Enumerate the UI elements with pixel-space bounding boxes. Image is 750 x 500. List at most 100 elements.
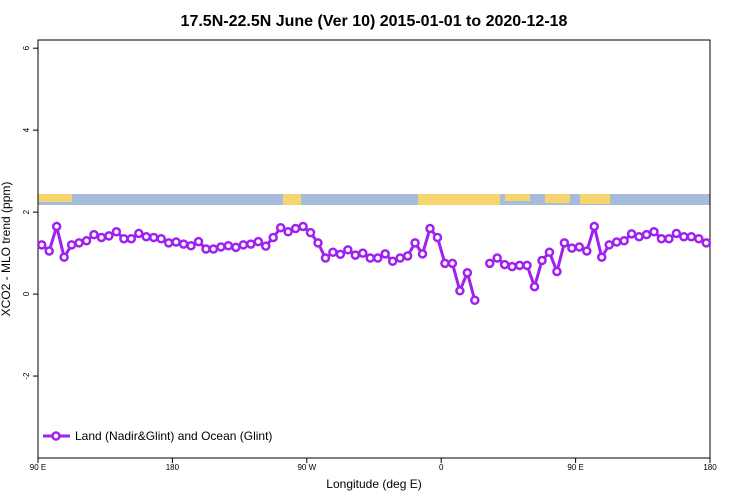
data-point <box>604 240 614 250</box>
plot-frame <box>37 39 711 459</box>
data-point <box>74 238 84 248</box>
data-point <box>559 238 570 248</box>
data-point <box>186 240 196 251</box>
data-point <box>552 266 562 277</box>
x-tick-label: 90 E <box>30 463 46 472</box>
data-point <box>387 256 398 267</box>
data-point <box>156 234 166 244</box>
data-point <box>544 247 555 258</box>
land-ocean-map <box>38 194 710 205</box>
legend-label: Land (Nadir&Glint) and Ocean (Glint) <box>75 429 272 443</box>
data-point <box>507 261 517 272</box>
data-point <box>126 234 137 244</box>
data-point <box>104 231 114 241</box>
data-point <box>275 222 286 233</box>
x-tick-label: 90 W <box>297 463 316 472</box>
data-point <box>492 253 502 263</box>
data-point <box>89 229 99 240</box>
x-tick-label: 180 <box>703 463 717 472</box>
data-point <box>216 242 226 252</box>
data-point <box>44 246 54 256</box>
data-point <box>694 234 704 244</box>
y-tick-label: -2 <box>22 372 31 380</box>
data-point <box>686 231 697 242</box>
data-point <box>522 260 532 271</box>
data-point <box>201 244 211 254</box>
data-point <box>365 253 376 263</box>
x-axis-label: Longitude (deg E) <box>326 477 421 491</box>
data-point <box>36 240 47 250</box>
data-point <box>484 258 495 269</box>
data-point <box>163 238 174 248</box>
data-point <box>343 245 353 255</box>
data-point <box>51 221 62 232</box>
data-point <box>111 227 122 237</box>
x-tick-label: 180 <box>166 463 180 472</box>
data-point <box>380 249 390 259</box>
data-point <box>410 238 420 248</box>
data-point <box>96 232 107 243</box>
data-point <box>141 231 152 242</box>
data-point <box>470 295 480 305</box>
data-point <box>298 221 308 232</box>
y-tick-label: 0 <box>22 291 31 296</box>
data-point <box>178 239 189 249</box>
data-point <box>455 286 465 296</box>
y-tick-label: 2 <box>22 209 31 214</box>
data-point <box>231 242 241 253</box>
data-point <box>514 260 525 271</box>
data-point <box>649 227 659 237</box>
data-point <box>634 231 644 242</box>
data-point <box>499 259 510 270</box>
data-point <box>350 250 361 260</box>
data-point <box>701 238 712 248</box>
data-point <box>305 227 316 238</box>
data-point <box>119 234 129 244</box>
data-point <box>290 223 301 234</box>
data-point <box>589 221 600 232</box>
data-point <box>537 255 547 266</box>
data-point <box>223 240 234 251</box>
data-point <box>313 238 323 248</box>
data-point <box>358 248 368 258</box>
data-point <box>425 223 435 234</box>
x-tick-label: 90 E <box>567 463 583 472</box>
y-tick-label: 4 <box>22 127 31 132</box>
data-point <box>671 228 682 239</box>
data-point <box>253 236 264 247</box>
data-point <box>134 228 144 239</box>
chart-title: 17.5N-22.5N June (Ver 10) 2015-01-01 to … <box>181 13 568 30</box>
data-point <box>81 236 92 246</box>
data-point <box>529 281 540 292</box>
data-point <box>619 236 629 246</box>
data-point <box>395 253 405 263</box>
data-point <box>402 251 413 261</box>
data-point <box>283 227 293 237</box>
data-point <box>679 231 689 242</box>
data-point <box>328 247 338 258</box>
y-tick-label: 6 <box>22 45 31 50</box>
data-point <box>611 237 622 247</box>
data-point <box>208 244 219 254</box>
data-point <box>268 232 278 243</box>
data-point <box>626 229 637 239</box>
data-point <box>246 239 256 249</box>
data-point <box>59 252 69 262</box>
data-point <box>372 253 383 263</box>
data-point <box>567 243 577 253</box>
data-point <box>641 229 652 240</box>
data-point <box>656 234 667 244</box>
data-point <box>171 237 181 247</box>
data-point <box>193 236 204 247</box>
data-point <box>66 240 77 250</box>
y-axis-label: XCO2 - MLO trend (ppm) <box>0 182 13 317</box>
data-point <box>664 234 674 244</box>
data-point <box>432 232 443 243</box>
data-point <box>320 253 331 263</box>
x-tick-label: 0 <box>439 463 444 472</box>
legend-marker <box>51 431 61 441</box>
data-point <box>596 252 607 262</box>
data-point <box>447 258 458 269</box>
data-point <box>440 258 450 269</box>
